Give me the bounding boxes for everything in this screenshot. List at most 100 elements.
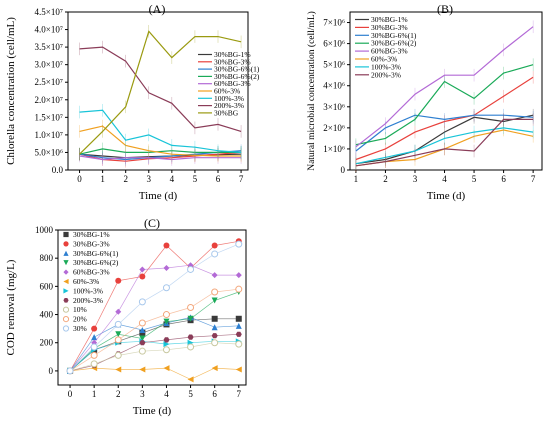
- data-point: [162, 311, 170, 319]
- data-point: [235, 366, 242, 373]
- data-point: [211, 242, 218, 249]
- data-point: [90, 360, 98, 368]
- legend-label: 30%: [73, 324, 87, 333]
- x-tick-label: 2: [123, 174, 128, 184]
- series-trace: [70, 367, 239, 380]
- x-tick-label: 4: [442, 174, 447, 184]
- panel-label: (B): [437, 2, 453, 16]
- legend-item: 30%BG-6%(2): [63, 258, 119, 267]
- legend-item: 30%BG-6%(1): [355, 31, 417, 40]
- y-axis-label: COD removal (mg/L): [5, 259, 17, 355]
- x-tick-label: 1: [354, 174, 359, 184]
- data-point: [235, 340, 243, 348]
- legend: 30%BG-1%30%BG-3%30%BG-6%(1)30%BG-6%(2)60…: [198, 50, 260, 117]
- legend-item: 100%-3%: [355, 62, 401, 71]
- legend-item: 30%: [62, 324, 87, 333]
- legend-label: 30%BG-1%: [214, 50, 251, 59]
- data-point: [163, 341, 170, 348]
- data-point: [139, 327, 146, 334]
- legend-item: 30%BG-3%: [198, 57, 251, 66]
- x-tick-label: 7: [239, 174, 244, 184]
- legend-item: 60%BG-3%: [198, 79, 251, 88]
- x-tick-label: 2: [383, 174, 388, 184]
- series-line: [79, 155, 242, 161]
- legend-label: 10%: [73, 305, 87, 314]
- legend-label: 100%-3%: [73, 286, 103, 295]
- series-9: [66, 285, 243, 375]
- data-point: [63, 241, 69, 247]
- x-tick-label: 7: [237, 389, 242, 399]
- x-tick-label: 4: [164, 389, 169, 399]
- y-tick-label: 1.0×10⁷: [35, 130, 63, 140]
- data-point: [211, 333, 218, 339]
- legend-item: 20%: [62, 315, 87, 324]
- legend-item: 100%-3%: [198, 94, 244, 103]
- series-7: [355, 113, 534, 173]
- data-point: [114, 320, 122, 328]
- panel-label: (A): [149, 2, 166, 16]
- data-point: [211, 272, 218, 279]
- data-point: [66, 367, 74, 375]
- x-tick-label: 3: [413, 174, 418, 184]
- y-tick-label: 4.5×10⁷: [35, 7, 63, 17]
- legend-label: 20%: [73, 315, 87, 324]
- data-point: [115, 331, 122, 338]
- data-point: [211, 324, 218, 331]
- data-point: [162, 346, 170, 354]
- x-tick-label: 5: [472, 174, 477, 184]
- x-axis-label: Time (d): [427, 190, 466, 202]
- legend: 30%BG-1%30%BG-3%30%BG-6%(1)30%BG-6%(2)60…: [62, 230, 119, 333]
- data-point: [138, 347, 146, 355]
- data-point: [211, 250, 219, 258]
- y-tick-label: 1000: [35, 225, 54, 235]
- x-tick-label: 0: [68, 389, 73, 399]
- series-trace: [70, 333, 239, 372]
- data-point: [139, 266, 146, 273]
- y-tick-label: 600: [40, 281, 54, 291]
- series-trace: [69, 340, 239, 372]
- data-point: [187, 315, 194, 322]
- data-point: [163, 242, 170, 249]
- legend-label: 30%BG-6%(2): [73, 258, 119, 267]
- data-point: [139, 340, 146, 346]
- y-tick-label: 5.0×10⁶: [35, 147, 63, 157]
- chart-panel-1: (B) 1 2 3 4 5 6 7 0 1×10⁶ 2×10⁶ 3×10⁶ 4×10⁶ 5×10⁶ 6×10…: [306, 2, 543, 202]
- panel-label: (C): [144, 216, 160, 230]
- legend-item: 60%-3%: [198, 87, 240, 96]
- data-point: [163, 365, 170, 372]
- data-point: [62, 325, 70, 332]
- legend-label: 30%BG-1%: [73, 230, 110, 239]
- series-trace: [69, 243, 239, 372]
- y-tick-label: 0.0: [52, 165, 64, 175]
- x-tick-label: 5: [193, 174, 198, 184]
- data-point: [211, 365, 218, 372]
- legend-item: 30%BG: [198, 108, 239, 117]
- y-tick-label: 1.5×10⁷: [35, 112, 63, 122]
- y-tick-label: 400: [40, 310, 54, 320]
- legend-item: 30%BG-6%(1): [198, 65, 260, 74]
- y-tick-label: 2×10⁶: [323, 123, 345, 133]
- data-point: [235, 240, 243, 248]
- x-tick-label: 5: [188, 389, 193, 399]
- data-point: [62, 316, 70, 323]
- chart-panel-0: (A) 0 1 2 3 4 5 6 7 0.0 5.0×10⁶ 1.0×10⁷ 1.5×10⁷ 2.0×1…: [5, 2, 260, 202]
- data-point: [139, 366, 146, 373]
- data-point: [211, 339, 219, 347]
- legend-item: 30%BG-1%: [198, 50, 251, 59]
- y-tick-label: 3×10⁶: [323, 102, 345, 112]
- y-tick-label: 4×10⁶: [323, 81, 345, 91]
- series-trace: [69, 317, 239, 372]
- data-point: [187, 265, 195, 273]
- legend-label: 30%BG-1%: [371, 15, 408, 24]
- x-tick-label: 3: [140, 389, 145, 399]
- series-line: [79, 30, 242, 155]
- y-tick-label: 0: [49, 366, 54, 376]
- data-point: [63, 231, 69, 238]
- series-8: [79, 24, 242, 161]
- legend-item: 30%BG-1%: [63, 230, 110, 239]
- series-trace: [70, 342, 239, 372]
- legend-label: 30%BG-6%(2): [371, 39, 417, 48]
- data-point: [211, 297, 218, 304]
- data-point: [139, 335, 146, 342]
